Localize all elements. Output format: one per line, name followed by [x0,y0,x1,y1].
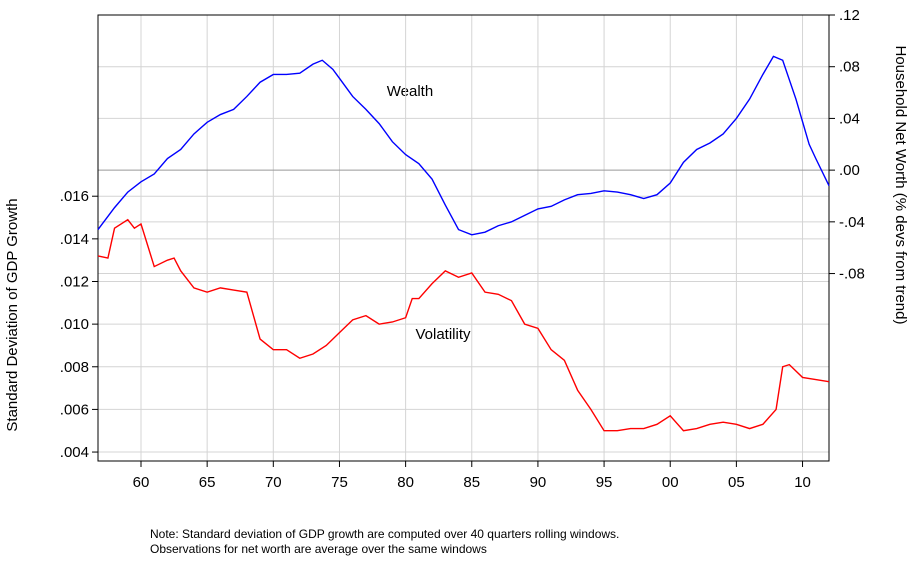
y2-tick-label: .04 [839,110,860,127]
y-tick-label: .012 [60,273,89,290]
x-tick-label: 95 [596,474,613,491]
x-tick-label: 75 [331,474,348,491]
x-tick-label: 80 [397,474,414,491]
y2-tick-label: -.08 [839,266,865,283]
y2-tick-label: -.04 [839,214,865,231]
y-tick-label: .016 [60,188,89,205]
y-axis-title: Standard Deviation of GDP Growth [4,198,21,431]
x-tick-label: 05 [728,474,745,491]
x-tick-label: 85 [463,474,480,491]
annotation: Wealth [387,83,433,100]
y2-tick-label: .08 [839,59,860,76]
y2-tick-label: .12 [839,7,860,24]
note: Note: Standard deviation of GDP growth a… [150,527,619,541]
x-tick-label: 65 [199,474,216,491]
x-tick-label: 00 [662,474,679,491]
x-tick-label: 10 [794,474,811,491]
y2-axis-title: Household Net Worth (% devs from trend) [892,45,909,324]
y-tick-label: .010 [60,316,89,333]
plot-frame [97,14,830,462]
x-tick-label: 90 [530,474,547,491]
note: Observations for net worth are average o… [150,542,487,556]
y-tick-label: .004 [60,444,89,461]
x-tick-label: 70 [265,474,282,491]
annotation: Volatility [415,326,471,343]
data-line [97,218,830,432]
data-line [97,55,830,236]
y-tick-label: .014 [60,231,89,248]
y2-tick-label: .00 [839,162,860,179]
y-tick-label: .008 [60,359,89,376]
x-tick-label: 60 [133,474,150,491]
y-tick-label: .006 [60,401,89,418]
